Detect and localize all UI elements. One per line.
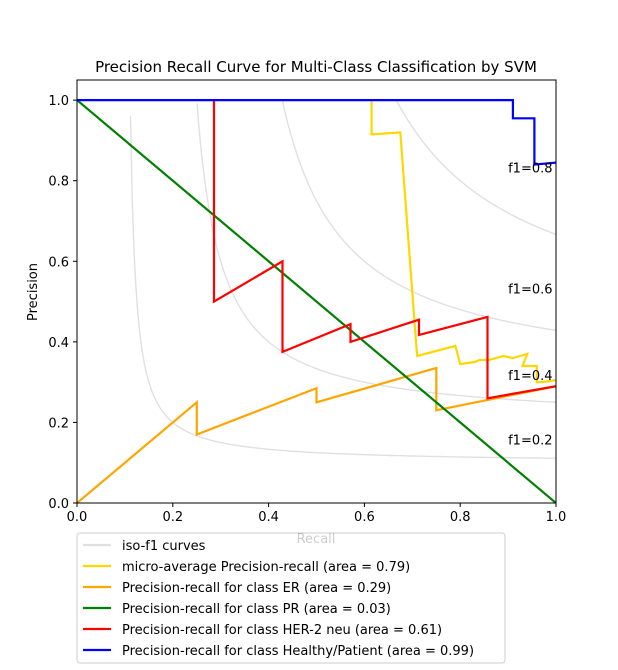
x-tick-label: 0.0 (67, 510, 88, 525)
legend-entry-label: Precision-recall for class Healthy/Patie… (122, 644, 474, 659)
legend-entry-label: micro-average Precision-recall (area = 0… (122, 560, 410, 575)
x-axis-label: Recall (297, 532, 336, 547)
legend-entry-label: Precision-recall for class HER-2 neu (ar… (122, 623, 442, 638)
iso-f1-label: f1=0.6 (508, 283, 552, 298)
iso-f1-curve (281, 101, 556, 331)
legend-entry-label: iso-f1 curves (122, 539, 206, 554)
iso-f1-labels: f1=0.2 f1=0.4 f1=0.6 f1=0.8 (508, 162, 552, 449)
y-tick-label: 0.0 (48, 497, 69, 512)
y-tick-label: 1.0 (48, 94, 69, 109)
legend-entry-label: Precision-recall for class ER (area = 0.… (122, 581, 391, 596)
y-tick-label: 0.4 (48, 336, 69, 351)
iso-f1-curve (129, 115, 556, 459)
x-axis-ticks: 0.0 0.2 0.4 0.6 0.8 1.0 (67, 503, 567, 525)
iso-f1-curve (395, 100, 556, 236)
legend: iso-f1 curves micro-average Precision-rec… (76, 532, 506, 664)
x-tick-label: 1.0 (546, 510, 567, 525)
y-axis-ticks: 0.0 0.2 0.4 0.6 0.8 1.0 (48, 94, 77, 512)
series-line (77, 99, 556, 503)
series-line (370, 100, 556, 384)
iso-f1-label: f1=0.2 (508, 434, 552, 449)
legend-entry-label: Precision-recall for class PR (area = 0.… (122, 602, 391, 617)
x-tick-label: 0.4 (258, 510, 279, 525)
plot-area-frame (76, 79, 557, 504)
x-tick-label: 0.8 (450, 510, 471, 525)
iso-f1-label: f1=0.4 (508, 369, 552, 384)
y-tick-label: 0.2 (48, 416, 69, 431)
y-axis-label: Precision (26, 263, 41, 321)
series-lines (77, 98, 556, 503)
legend-box (76, 532, 506, 664)
iso-f1-label: f1=0.8 (508, 162, 552, 177)
y-tick-label: 0.6 (48, 255, 69, 270)
x-tick-label: 0.2 (162, 510, 183, 525)
series-line (77, 98, 556, 166)
series-line (212, 100, 556, 400)
x-tick-label: 0.6 (354, 510, 375, 525)
y-tick-label: 0.8 (48, 175, 69, 190)
chart-title: Precision Recall Curve for Multi-Class C… (95, 58, 537, 76)
